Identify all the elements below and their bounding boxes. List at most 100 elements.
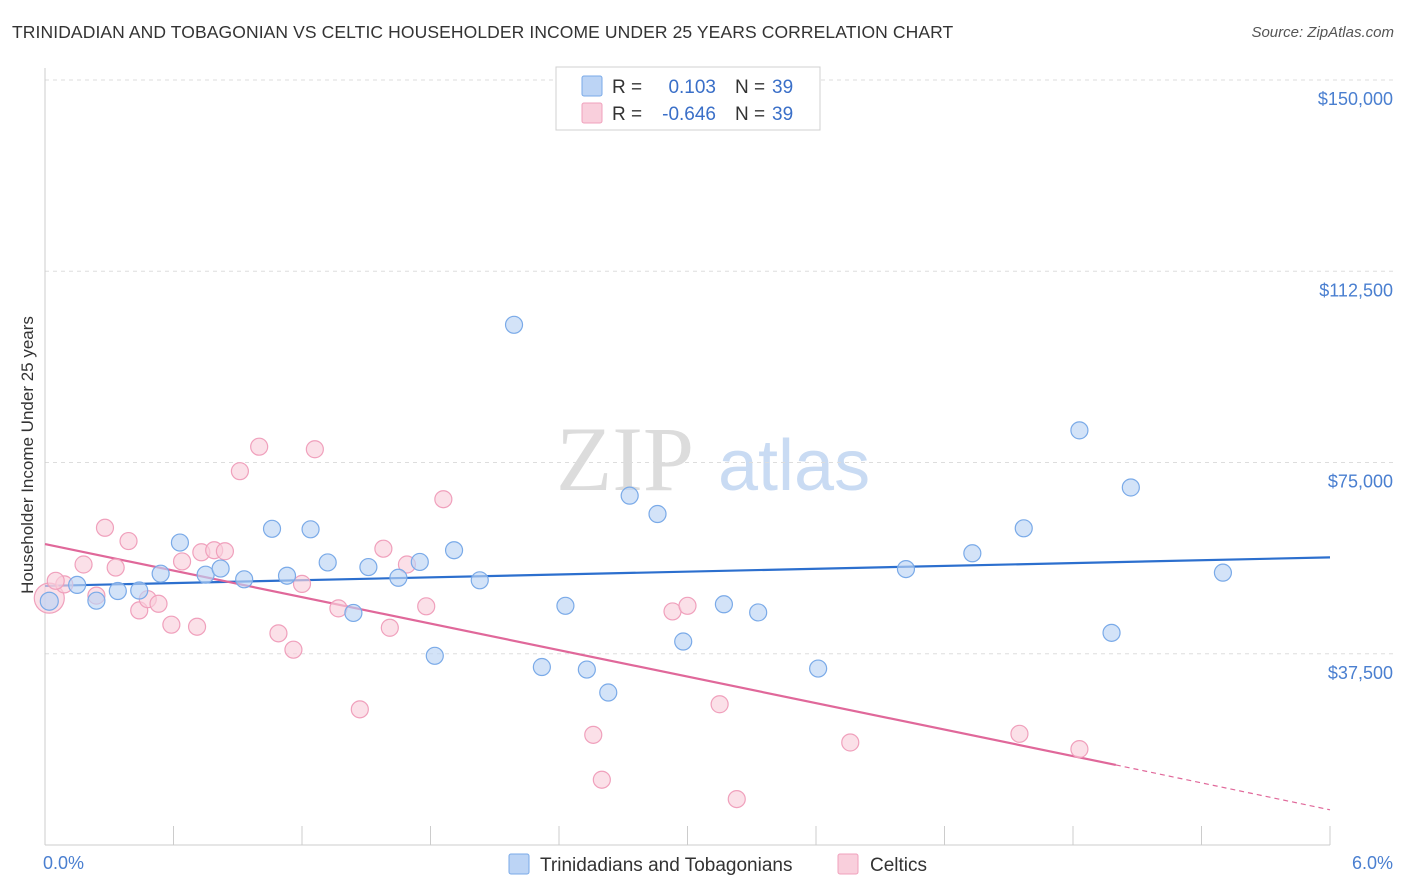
- trend-line-0: [44, 556, 1331, 588]
- trinidadian-point: [599, 683, 618, 702]
- watermark: ZIP atlas: [556, 408, 870, 510]
- trinidadian-point: [749, 603, 768, 622]
- x-tick-max: 6.0%: [1352, 853, 1393, 873]
- trend-line-1: [44, 543, 1117, 767]
- celtics-points: [33, 437, 1089, 809]
- trinidadian-point: [1070, 421, 1089, 440]
- trinidadian-point: [151, 564, 170, 583]
- trinidadian-point: [1102, 623, 1121, 642]
- source-credit: Source: ZipAtlas.com: [1251, 24, 1394, 41]
- trinidadian-point: [648, 504, 667, 524]
- bottom-legend-label-celtics: Celtics: [870, 855, 927, 876]
- celtics-point: [329, 599, 348, 618]
- trinidadian-point: [235, 570, 254, 589]
- celtics-point: [74, 555, 93, 574]
- y-tick-label: $150,000: [1318, 89, 1393, 109]
- celtics-point: [584, 725, 603, 744]
- legend-n-label-1: N =: [735, 77, 765, 98]
- trinidadian-point: [620, 486, 639, 505]
- trinidadian-point: [470, 571, 489, 590]
- trinidadian-point: [262, 519, 282, 538]
- celtics-point: [284, 640, 303, 659]
- celtics-point: [215, 542, 234, 561]
- y-tick-label: $112,500: [1319, 280, 1393, 300]
- celtics-point: [710, 695, 729, 714]
- trinidadian-point: [389, 568, 408, 587]
- trinidadian-point: [532, 657, 551, 677]
- celtics-point: [172, 552, 192, 571]
- legend-box: R = 0.103 N = 39 R = -0.646 N = 39: [555, 66, 821, 131]
- celtics-point: [187, 617, 207, 636]
- chart-title: TRINIDADIAN AND TOBAGONIAN VS CELTIC HOU…: [12, 22, 954, 42]
- celtics-point: [678, 596, 697, 615]
- trinidadian-point: [301, 520, 320, 539]
- celtics-point: [727, 789, 746, 809]
- celtics-point: [305, 440, 324, 459]
- celtics-point: [250, 437, 269, 456]
- trinidadian-point: [444, 541, 464, 560]
- trinidadian-point: [674, 632, 693, 651]
- y-tick-label: $75,000: [1328, 472, 1393, 492]
- legend-r-label-2: R =: [612, 104, 642, 125]
- legend-n-value-1: 39: [772, 77, 793, 98]
- celtics-point: [46, 571, 65, 590]
- y-tick-label: $37,500: [1328, 663, 1393, 683]
- legend-swatch-celtics: [581, 102, 603, 124]
- legend-n-label-2: N =: [735, 104, 765, 125]
- celtics-point: [592, 770, 611, 789]
- legend-r-label-1: R =: [612, 77, 642, 98]
- trinidadian-point: [896, 559, 916, 579]
- axes: [44, 68, 1331, 846]
- celtics-point: [95, 518, 115, 537]
- trinidadian-point: [504, 315, 524, 334]
- trinidadian-point: [1014, 519, 1033, 538]
- celtics-point: [417, 597, 436, 616]
- celtics-point: [350, 700, 369, 719]
- celtics-point: [1070, 740, 1089, 759]
- trinidadian-point: [809, 659, 828, 678]
- celtics-point: [374, 539, 393, 558]
- celtics-point: [1010, 724, 1029, 743]
- celtics-point: [841, 733, 860, 752]
- trinidadian-point: [130, 581, 149, 600]
- legend-n-value-2: 39: [772, 104, 793, 125]
- legend-swatch-trinidadian: [581, 75, 603, 97]
- watermark-atlas: atlas: [718, 426, 870, 506]
- celtics-point: [292, 574, 312, 593]
- trinidadian-point: [87, 591, 106, 610]
- trinidadian-point: [68, 575, 87, 595]
- celtics-point: [149, 594, 168, 613]
- y-tick-labels: $150,000 $112,500 $75,000 $37,500: [1318, 89, 1393, 683]
- trinidadian-point: [318, 553, 337, 572]
- gridlines: [45, 79, 1395, 655]
- trinidadian-point: [170, 533, 190, 552]
- legend-r-value-2: -0.646: [662, 104, 716, 125]
- celtics-point: [380, 618, 399, 637]
- trend-lines: [44, 543, 1331, 811]
- trinidadian-point: [963, 544, 982, 563]
- bottom-legend-swatch-trinidadian: [508, 853, 530, 875]
- trinidadian-point: [1213, 563, 1233, 582]
- trinidadian-point: [577, 660, 596, 679]
- trinidadian-point: [344, 603, 363, 623]
- y-axis-label: Householder Income Under 25 years: [18, 316, 37, 594]
- trinidadian-point: [39, 591, 59, 611]
- celtics-point: [119, 531, 138, 551]
- trinidadian-point: [714, 595, 734, 614]
- x-tick-min: 0.0%: [43, 853, 84, 873]
- celtics-point: [162, 615, 181, 634]
- celtics-point: [106, 558, 125, 577]
- celtics-point: [230, 462, 249, 481]
- bottom-legend-swatch-celtics: [837, 853, 859, 875]
- trinidadian-point: [277, 566, 297, 585]
- trinidadian-point: [108, 581, 127, 601]
- trinidadian-point: [211, 559, 230, 578]
- trinidadian-point: [556, 596, 575, 615]
- trinidadian-point: [1121, 478, 1140, 497]
- legend-r-value-1: 0.103: [668, 77, 716, 98]
- trinidadian-point: [410, 552, 429, 572]
- trinidadian-point: [359, 557, 378, 577]
- bottom-legend-label-trinidadian: Trinidadians and Tobagonians: [540, 855, 792, 876]
- trinidadian-points: [39, 315, 1233, 702]
